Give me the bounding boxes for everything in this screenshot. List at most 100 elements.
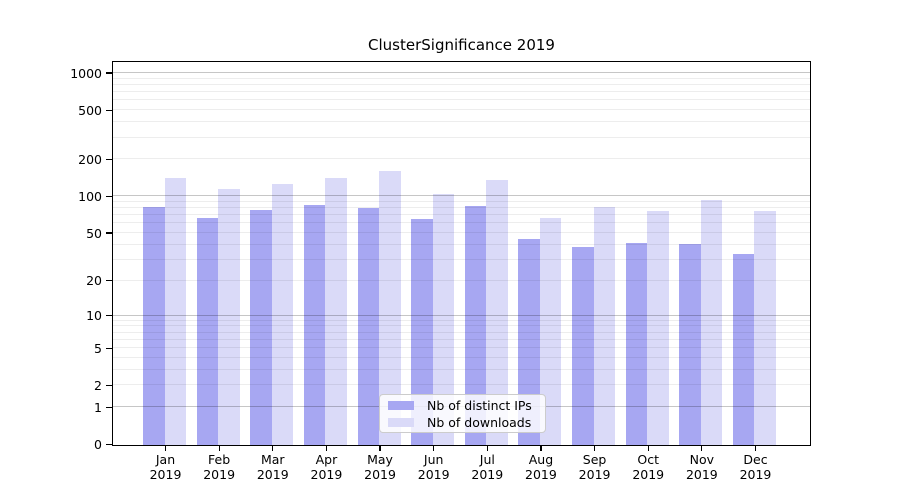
x-tick-month: Oct <box>637 452 660 467</box>
x-tick-label: Feb 2019 <box>187 452 251 482</box>
gridline-minor <box>113 222 810 224</box>
y-tick-label: 0 <box>94 437 102 452</box>
x-tick-month: Feb <box>208 452 231 467</box>
x-tick-label: Oct 2019 <box>616 452 680 482</box>
y-tick-label: 5 <box>94 340 102 356</box>
x-tick-mark <box>754 446 757 451</box>
x-tick-year: 2019 <box>203 467 236 482</box>
chart-title: ClusterSignificance 2019 <box>368 36 555 54</box>
x-tick-month: Aug <box>528 452 554 467</box>
gridline-minor <box>113 325 810 327</box>
gridline-minor <box>113 243 810 245</box>
x-tick-year: 2019 <box>685 467 718 482</box>
x-tick-month: Jul <box>479 452 495 467</box>
gridline-major <box>113 72 810 73</box>
x-tick-year: 2019 <box>149 467 182 482</box>
x-tick-mark <box>325 446 327 451</box>
gridline-minor <box>113 232 810 234</box>
x-tick-mark <box>647 446 649 451</box>
x-tick-month: Dec <box>743 452 768 467</box>
gridline-minor <box>113 368 810 370</box>
x-tick-month: May <box>367 452 393 467</box>
y-tick-label: 1 <box>94 399 102 415</box>
x-tick-year: 2019 <box>632 467 665 482</box>
gridline-minor <box>113 121 810 123</box>
bar-distinct-ips-sep <box>572 246 594 445</box>
x-tick-month: Sep <box>582 452 607 467</box>
gridline-minor <box>113 99 810 101</box>
bar-downloads-may <box>379 171 401 445</box>
bar-downloads-dec <box>754 210 776 445</box>
x-tick-year: 2019 <box>578 467 611 482</box>
x-tick-mark <box>540 446 542 451</box>
gridline-minor <box>113 214 810 216</box>
gridline-minor <box>113 109 810 111</box>
x-tick-label: Sep 2019 <box>563 452 627 482</box>
legend-label-distinct-ips: Nb of distinct IPs <box>427 397 532 413</box>
x-tick-month: Apr <box>315 452 338 467</box>
x-tick-year: 2019 <box>471 467 504 482</box>
bar-distinct-ips-aug <box>518 239 540 445</box>
y-tick-mark <box>106 195 112 197</box>
y-tick-mark <box>106 406 112 408</box>
gridline-minor <box>113 338 810 340</box>
bar-distinct-ips-dec <box>732 253 755 445</box>
bar-downloads-sep <box>593 207 616 445</box>
x-tick-month: Mar <box>260 452 285 467</box>
gridline-minor <box>113 279 810 281</box>
bar-downloads-aug <box>539 218 562 445</box>
plot-area <box>112 61 811 446</box>
bar-downloads-jan <box>164 178 186 445</box>
x-tick-year: 2019 <box>417 467 450 482</box>
gridline-major <box>113 195 810 197</box>
y-tick-mark <box>106 109 112 111</box>
x-tick-year: 2019 <box>256 467 289 482</box>
x-tick-label: Jul 2019 <box>455 452 519 482</box>
bar-distinct-ips-may <box>357 208 380 445</box>
x-tick-year: 2019 <box>310 467 343 482</box>
legend: Nb of distinct IPs Nb of downloads <box>379 394 546 433</box>
gridline-major <box>113 314 810 316</box>
gridline-minor <box>113 91 810 93</box>
bar-distinct-ips-apr <box>303 204 326 445</box>
x-tick-mark <box>272 446 274 451</box>
x-tick-mark <box>433 446 435 451</box>
legend-swatch-downloads <box>388 417 414 427</box>
legend-swatch-distinct-ips <box>388 400 414 410</box>
y-tick-mark <box>106 72 112 74</box>
x-tick-label: Apr 2019 <box>294 452 358 482</box>
gridline-minor <box>113 331 810 333</box>
bar-downloads-jul <box>486 179 508 445</box>
gridline-minor <box>113 77 810 79</box>
y-tick-label: 2 <box>94 377 102 393</box>
bar-distinct-ips-mar <box>250 210 272 445</box>
gridline-minor <box>113 347 810 349</box>
x-tick-mark <box>218 446 220 451</box>
x-tick-label: Mar 2019 <box>241 452 305 482</box>
gridline-minor <box>113 158 810 160</box>
gridline-minor <box>113 319 810 321</box>
x-tick-year: 2019 <box>739 467 772 482</box>
y-tick-label: 10 <box>86 308 102 324</box>
gridline-minor <box>113 384 810 386</box>
x-tick-label: Jan 2019 <box>134 452 198 482</box>
x-tick-mark <box>164 446 167 451</box>
gridline-minor <box>113 200 810 202</box>
x-tick-month: Jun <box>423 452 444 467</box>
bar-distinct-ips-feb <box>196 218 219 445</box>
bar-downloads-feb <box>218 188 240 445</box>
gridline-minor <box>113 136 810 138</box>
y-tick-mark <box>106 232 112 234</box>
x-tick-year: 2019 <box>364 467 396 482</box>
bar-downloads-jun <box>432 193 455 445</box>
x-tick-mark <box>701 446 703 451</box>
legend-label-downloads: Nb of downloads <box>427 414 532 430</box>
y-tick-label: 50 <box>86 225 102 241</box>
bar-downloads-nov <box>700 199 723 445</box>
x-tick-label: May 2019 <box>348 452 412 482</box>
x-tick-mark <box>379 446 381 451</box>
bar-downloads-oct <box>647 211 669 445</box>
y-tick-label: 100 <box>78 188 102 204</box>
y-tick-mark <box>106 443 112 446</box>
